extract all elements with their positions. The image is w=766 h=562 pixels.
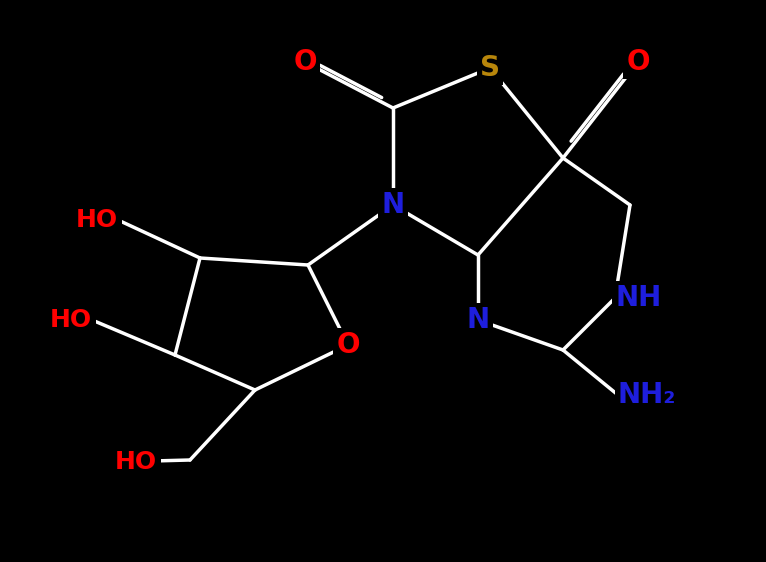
Text: NH: NH [615,284,661,312]
Text: HO: HO [76,208,118,232]
Text: NH₂: NH₂ [618,381,676,409]
Text: O: O [336,331,360,359]
Text: O: O [293,48,317,76]
Text: HO: HO [50,308,92,332]
Text: HO: HO [115,450,157,474]
Text: O: O [627,48,650,76]
Text: S: S [480,54,500,82]
Text: N: N [466,306,489,334]
Text: N: N [381,191,404,219]
